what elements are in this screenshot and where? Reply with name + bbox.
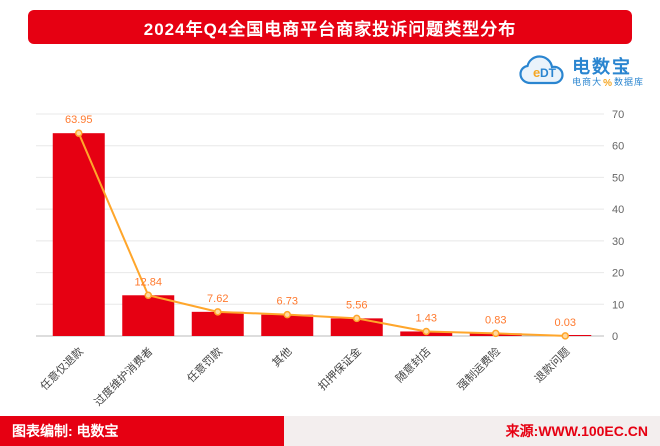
- y-axis-tick-label: 30: [612, 236, 624, 248]
- percent-icon: %: [603, 77, 613, 89]
- x-axis-category-label: 退款问题: [531, 344, 572, 385]
- value-label: 1.43: [416, 312, 437, 324]
- edata-logo: e DT 电数宝 电商大 % 数据库: [516, 52, 644, 95]
- x-axis-category-label: 随意封店: [392, 344, 433, 385]
- data-point-marker: [214, 308, 222, 316]
- x-axis-category-label: 过度维护消费者: [91, 344, 155, 408]
- logo-brand: 电数宝: [572, 57, 633, 78]
- logo-abbr: DT: [540, 66, 557, 80]
- y-axis-tick-label: 40: [612, 204, 624, 216]
- value-label: 7.62: [207, 293, 228, 305]
- y-axis-tick-label: 70: [612, 109, 624, 121]
- footer-credit: 图表编制: 电数宝: [0, 416, 284, 446]
- chart-title-banner: 2024年Q4全国电商平台商家投诉问题类型分布: [28, 10, 632, 44]
- value-label: 0.03: [555, 317, 576, 329]
- logo-tagline: 电商大 % 数据库: [572, 78, 644, 89]
- footer-bar: 图表编制: 电数宝 来源:WWW.100EC.CN: [0, 416, 660, 446]
- data-point-marker: [283, 310, 291, 319]
- x-axis-category-label: 任意仅退款: [37, 344, 86, 393]
- x-axis-category-label: 扣押保证金: [315, 344, 364, 393]
- footer-source: 来源:WWW.100EC.CN: [284, 416, 660, 446]
- y-axis-tick-label: 20: [612, 268, 624, 280]
- svg-text:e: e: [533, 65, 540, 80]
- value-label: 63.95: [65, 114, 93, 126]
- data-point-marker: [561, 332, 569, 340]
- y-axis-tick-label: 0: [612, 331, 618, 343]
- value-label: 6.73: [277, 296, 298, 308]
- y-axis-tick-label: 50: [612, 172, 624, 184]
- bar: [122, 295, 175, 336]
- x-axis-category-label: 其他: [270, 345, 295, 370]
- data-point-marker: [353, 314, 361, 323]
- x-axis-category-label: 强制运费险: [454, 344, 503, 393]
- value-label: 12.84: [134, 276, 162, 288]
- bar: [52, 133, 105, 336]
- value-label: 0.83: [485, 314, 506, 326]
- data-point-marker: [144, 291, 152, 300]
- bar: [191, 311, 244, 336]
- logo-tagline-right: 数据库: [613, 77, 644, 88]
- y-axis-tick-label: 60: [612, 141, 624, 153]
- data-point-marker: [422, 327, 430, 336]
- bar-chart: 0 10 20 30 40 50 60 70 任意仅退款 过度维护消费者 任意罚款 其他 扣押保证金 随意…: [28, 86, 632, 414]
- data-point-marker: [492, 329, 500, 338]
- logo-tagline-left: 电商大: [572, 77, 603, 88]
- page-title: 2024年Q4全国电商平台商家投诉问题类型分布: [143, 19, 517, 39]
- cloud-icon: e DT: [516, 52, 568, 95]
- value-label: 5.56: [346, 299, 367, 311]
- logo-text: 电数宝 电商大 % 数据库: [572, 57, 644, 89]
- data-point-marker: [75, 129, 83, 137]
- trend-line: [77, 132, 566, 337]
- x-axis-category-label: 任意罚款: [184, 344, 225, 385]
- chart-canvas: 0 10 20 30 40 50 60 70 任意仅退款 过度维护消费者 任意罚款 其他 扣押保证金 随意…: [36, 109, 624, 409]
- y-axis-tick-label: 10: [612, 299, 624, 311]
- bar: [261, 314, 314, 336]
- bar: [330, 318, 383, 336]
